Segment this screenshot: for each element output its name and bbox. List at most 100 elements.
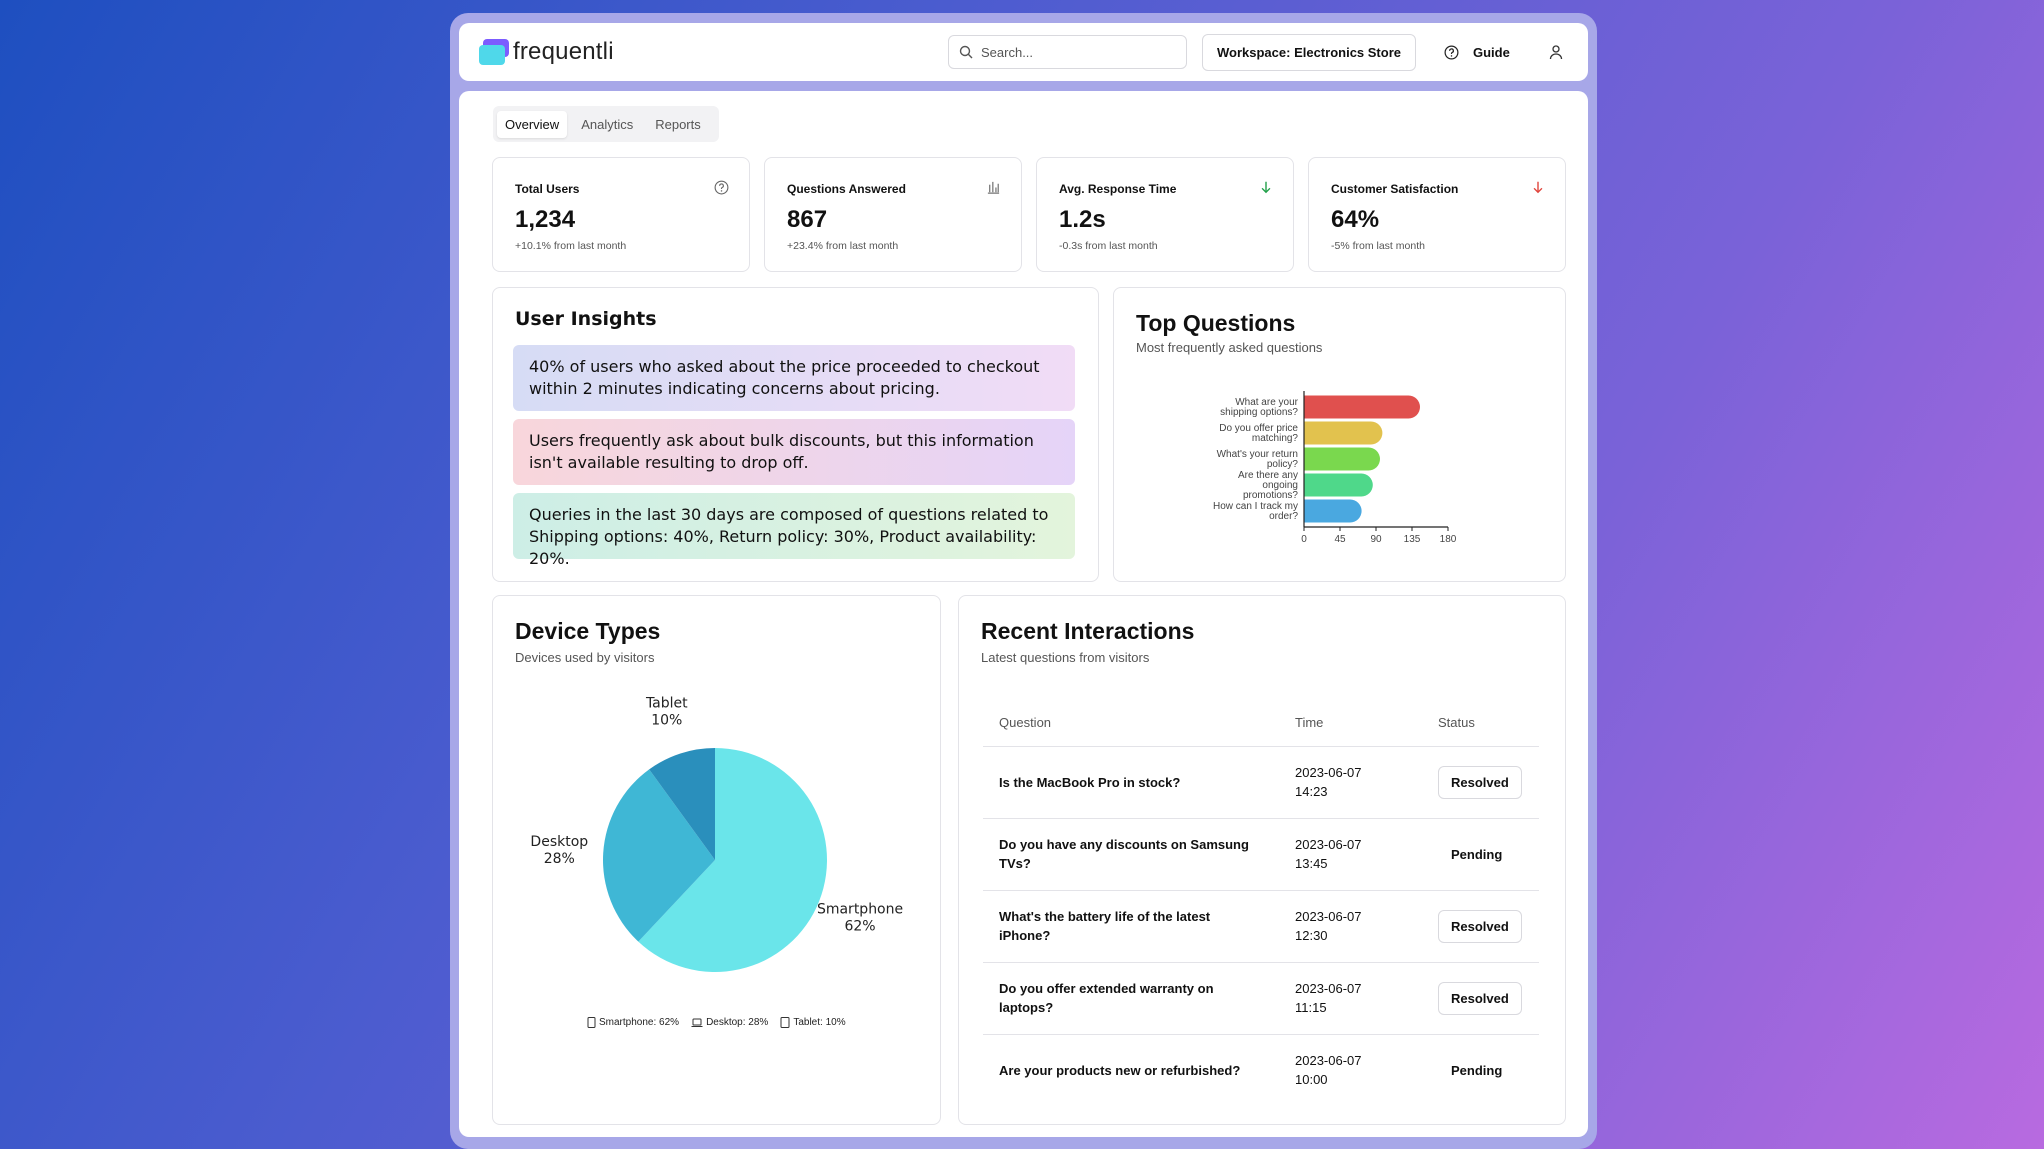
search-icon — [959, 45, 973, 59]
pie-legend: Smartphone: 62% Desktop: 28% Tablet: 10% — [587, 1017, 846, 1028]
card-title: Top Questions — [1136, 310, 1296, 336]
interactions-table: Question Time Status Is the MacBook Pro … — [983, 699, 1539, 1106]
legend-item-smartphone: Smartphone: 62% — [587, 1017, 679, 1028]
stat-value: 867 — [787, 206, 828, 233]
table-row[interactable]: Do you offer extended warranty on laptop… — [983, 962, 1539, 1035]
row-clock: 10:00 — [1295, 1072, 1328, 1088]
column-header-question[interactable]: Question — [983, 699, 1279, 747]
row-date: 2023-06-07 — [1295, 1053, 1362, 1069]
search-box[interactable] — [948, 35, 1187, 69]
row-question: Are your products new or refurbished? — [999, 1062, 1241, 1078]
row-time: 2023-06-07 11:15 — [1279, 962, 1422, 1035]
legend-label: Desktop: 28% — [706, 1017, 769, 1028]
recent-interactions-card: Recent Interactions Latest questions fro… — [958, 595, 1566, 1125]
row-clock: 11:15 — [1295, 1000, 1327, 1015]
bar-category-label: What's your return policy? — [1217, 449, 1299, 470]
stat-card-total-users: Total Users 1,234 +10.1% from last month — [492, 157, 750, 272]
row-clock: 12:30 — [1295, 928, 1328, 943]
top-header: frequentli Workspace: Electronics Store … — [459, 23, 1588, 81]
insight-item: Queries in the last 30 days are composed… — [513, 493, 1075, 568]
stat-title: Total Users — [515, 182, 580, 196]
main-panel: Overview Analytics Reports Total Users 1… — [459, 91, 1588, 1137]
search-input[interactable] — [981, 44, 1171, 60]
user-icon — [1549, 45, 1563, 60]
pie-slice-label: Tablet 10% — [645, 696, 688, 729]
bar — [1304, 421, 1383, 445]
row-clock: 13:45 — [1295, 856, 1328, 871]
card-title: Recent Interactions — [981, 618, 1195, 644]
pie-slice — [603, 769, 715, 942]
logo-mark-icon — [479, 39, 509, 65]
pie-slice — [649, 748, 715, 860]
stat-value: 1,234 — [515, 206, 576, 233]
tab-bar: Overview Analytics Reports — [493, 106, 719, 142]
card-subtitle: Latest questions from visitors — [981, 650, 1150, 665]
card-title: User Insights — [515, 308, 657, 330]
card-subtitle: Devices used by visitors — [515, 650, 655, 665]
row-question: What's the battery life of the latest iP… — [983, 890, 1279, 963]
row-status-cell: Resolved — [1422, 962, 1539, 1035]
row-status-cell: Resolved — [1422, 746, 1539, 819]
workspace-selector[interactable]: Workspace: Electronics Store — [1202, 34, 1416, 71]
row-time: 2023-06-07 14:23 — [1279, 746, 1422, 819]
x-tick-label: 0 — [1301, 534, 1307, 545]
legend-item-tablet: Tablet: 10% — [780, 1017, 846, 1028]
row-status-cell: Pending — [1422, 1034, 1539, 1106]
laptop-icon — [691, 1018, 703, 1027]
legend-label: Smartphone: 62% — [599, 1017, 680, 1028]
device-types-pie-chart: Smartphone 62% Desktop 28% Tablet 10% — [530, 696, 903, 972]
arrow-down-icon — [1261, 181, 1271, 194]
tab-reports[interactable]: Reports — [655, 116, 701, 132]
status-badge[interactable]: Resolved — [1438, 909, 1522, 943]
table-row[interactable]: Do you have any discounts on Samsung TVs… — [983, 818, 1539, 891]
legend-label: Tablet: 10% — [793, 1017, 846, 1028]
bar-category-label: How can I track my order? — [1213, 501, 1298, 522]
row-date: 2023-06-07 — [1295, 909, 1362, 924]
legend-item-desktop: Desktop: 28% — [691, 1017, 768, 1028]
status-badge[interactable]: Resolved — [1438, 765, 1522, 799]
table-row[interactable]: Is the MacBook Pro in stock? 2023-06-07 1… — [983, 746, 1539, 819]
stat-title: Avg. Response Time — [1059, 182, 1177, 196]
stat-change: +10.1% from last month — [515, 240, 627, 252]
table-row[interactable]: Are your products new or refurbished? 20… — [983, 1034, 1539, 1106]
card-title: Device Types — [515, 618, 661, 644]
row-status-cell: Resolved — [1422, 890, 1539, 963]
stat-title: Customer Satisfaction — [1331, 182, 1459, 196]
stat-card-avg-response-time: Avg. Response Time 1.2s -0.3s from last … — [1036, 157, 1294, 272]
x-tick-label: 135 — [1404, 534, 1421, 545]
status-badge[interactable]: Resolved — [1438, 981, 1522, 1015]
top-questions-card: Top Questions Most frequently asked ques… — [1113, 287, 1566, 582]
row-clock: 14:23 — [1295, 784, 1328, 799]
user-menu-button[interactable] — [1541, 37, 1571, 67]
column-header-time[interactable]: Time — [1279, 699, 1422, 747]
stat-card-customer-satisfaction: Customer Satisfaction 64% -5% from last … — [1308, 157, 1566, 272]
row-question: Do you offer extended warranty on laptop… — [983, 962, 1279, 1035]
pie-slice — [638, 748, 827, 972]
table-row[interactable]: What's the battery life of the latest iP… — [983, 890, 1539, 963]
row-date: 2023-06-07 — [1295, 765, 1362, 780]
bar — [1304, 499, 1362, 523]
x-tick-label: 45 — [1334, 534, 1346, 545]
row-status-cell: Pending — [1422, 818, 1539, 891]
stat-value: 64% — [1331, 206, 1380, 233]
tab-analytics[interactable]: Analytics — [581, 116, 634, 132]
tab-overview[interactable]: Overview — [497, 110, 568, 138]
row-question: Do you have any discounts on Samsung TVs… — [983, 818, 1279, 891]
stat-title: Questions Answered — [787, 182, 906, 196]
row-question: Is the MacBook Pro in stock? — [983, 746, 1279, 819]
bar-category-label: What are your shipping options? — [1220, 397, 1299, 418]
bar — [1304, 447, 1380, 471]
bar — [1304, 473, 1373, 497]
insight-item: 40% of users who asked about the price p… — [513, 345, 1075, 411]
logo[interactable]: frequentli — [479, 38, 614, 66]
column-header-status[interactable]: Status — [1422, 699, 1539, 747]
device-types-card: Device Types Devices used by visitors Sm… — [492, 595, 941, 1125]
stat-change: -5% from last month — [1331, 240, 1425, 252]
guide-label: Guide — [1473, 45, 1510, 60]
guide-button[interactable]: Guide — [1444, 34, 1510, 71]
arrow-down-icon — [1533, 181, 1543, 194]
user-insights-card: User Insights 40% of users who asked abo… — [492, 287, 1099, 582]
row-time: 2023-06-07 12:30 — [1279, 890, 1422, 963]
row-time: 2023-06-07 13:45 — [1279, 818, 1422, 891]
help-circle-icon — [714, 180, 729, 195]
